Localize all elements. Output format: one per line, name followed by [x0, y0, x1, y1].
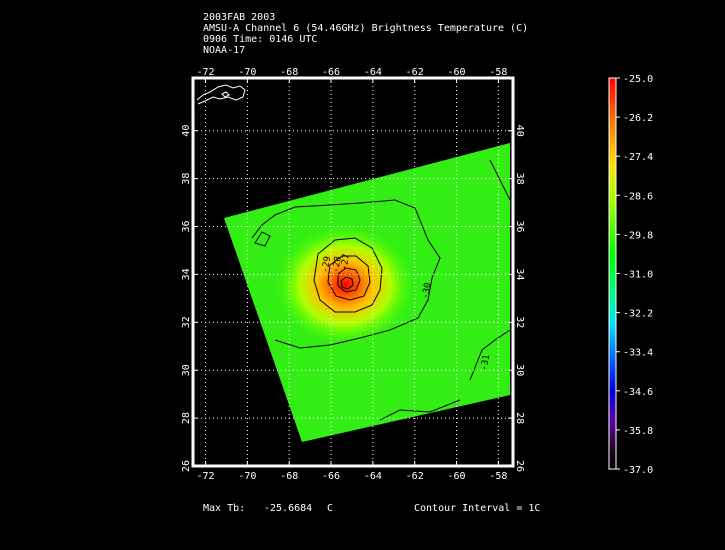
lon-tick-label-top: -70	[238, 67, 256, 78]
colorbar-tick-label: -35.8	[623, 426, 653, 437]
contour-line	[313, 237, 383, 313]
colorbar-tick-label: -33.4	[623, 348, 653, 359]
colorbar-labels: -25.0 -26.2 -27.4 -28.6 -29.8 -31.0 -32.2 -33.4…	[616, 74, 653, 476]
coastline	[221, 91, 230, 98]
max-tb-label: Max Tb:	[203, 503, 246, 514]
max-tb-unit: C	[327, 503, 334, 514]
contour-line	[469, 329, 511, 381]
lat-tick-label-right: 30	[514, 364, 525, 376]
contour-line	[251, 199, 441, 349]
lon-tick-label-top: -62	[406, 67, 424, 78]
coastline	[196, 84, 246, 105]
storm-warm-core	[275, 225, 415, 345]
lat-tick-label-left: 26	[181, 460, 192, 472]
lon-tick-label-bottom: -64	[364, 471, 382, 482]
contour-interval: Contour Interval = 1C	[414, 503, 541, 514]
colorbar-tick-label: -31.0	[623, 270, 653, 281]
lon-tick-label-bottom: -68	[280, 471, 298, 482]
lon-tick-label-top: -72	[197, 67, 215, 78]
title-line-2: AMSU-A Channel 6 (54.46GHz) Brightness T…	[203, 23, 529, 34]
contour-label: -31	[480, 354, 493, 372]
lat-tick-label-right: 28	[514, 412, 525, 424]
contour-label: -29	[321, 256, 334, 274]
lon-tick-label-top: -64	[364, 67, 382, 78]
contour-line	[489, 159, 511, 201]
lat-tick-label-right: 26	[514, 460, 525, 472]
max-tb-value: -25.6684	[264, 503, 313, 514]
lon-tick-label-bottom: -62	[406, 471, 424, 482]
colorbar-tick-label: -26.2	[623, 113, 653, 124]
lon-tick-label-top: -68	[280, 67, 298, 78]
lat-tick-label-left: 30	[181, 364, 192, 376]
contour-label: -27	[339, 253, 352, 271]
title-line-1: 2003FAB 2003	[203, 12, 276, 23]
lat-tick-label-left: 32	[181, 316, 192, 328]
lat-tick-label-right: 34	[514, 268, 525, 280]
lon-tick-label-top: -66	[322, 67, 340, 78]
lat-tick-label-right: 40	[514, 125, 525, 137]
lat-tick-label-left: 36	[181, 220, 192, 232]
lat-tick-label-left: 28	[181, 412, 192, 424]
contour-line	[327, 255, 371, 301]
colorbar-tick-label: -34.6	[623, 387, 653, 398]
colorbar-tick-label: -37.0	[623, 465, 653, 476]
lat-tick-label-right: 36	[514, 220, 525, 232]
colorbar	[608, 77, 617, 470]
lon-tick-label-top: -58	[489, 67, 507, 78]
map-frame	[191, 76, 515, 468]
contour-line	[337, 267, 361, 293]
contour-line	[340, 276, 354, 290]
colorbar-tick-label: -29.8	[623, 230, 653, 241]
axis-ticks: -72 -72 -70 -70 -68 -68 -66 -66 -64 -64 -62 -62 -60 -…	[181, 67, 525, 482]
lat-tick-label-right: 38	[514, 173, 525, 185]
lat-tick-label-left: 34	[181, 268, 192, 280]
colorbar-tick-label: -25.0	[623, 74, 653, 85]
lat-tick-label-right: 32	[514, 316, 525, 328]
contour-line	[379, 399, 461, 421]
contour-label: -30	[421, 282, 434, 300]
colorbar-tick-label: -28.6	[623, 191, 653, 202]
lat-lon-grid	[193, 78, 513, 466]
lon-tick-label-bottom: -60	[447, 471, 465, 482]
lon-tick-label-bottom: -66	[322, 471, 340, 482]
colorbar-tick-label: -32.2	[623, 309, 653, 320]
lon-tick-label-bottom: -72	[197, 471, 215, 482]
contour-label: -28	[331, 256, 344, 274]
lon-tick-label-top: -60	[447, 67, 465, 78]
title-line-3: 0906 Time: 0146 UTC	[203, 34, 318, 45]
lat-tick-label-left: 38	[181, 173, 192, 185]
colorbar-tick-label: -27.4	[623, 152, 653, 163]
lon-tick-label-bottom: -58	[489, 471, 507, 482]
lon-tick-label-bottom: -70	[238, 471, 256, 482]
contour-line	[254, 231, 271, 247]
title-line-4: NOAA-17	[203, 45, 246, 56]
contour-labels: -29-28-27 -30 -31	[321, 253, 493, 371]
lat-tick-label-left: 40	[181, 125, 192, 137]
